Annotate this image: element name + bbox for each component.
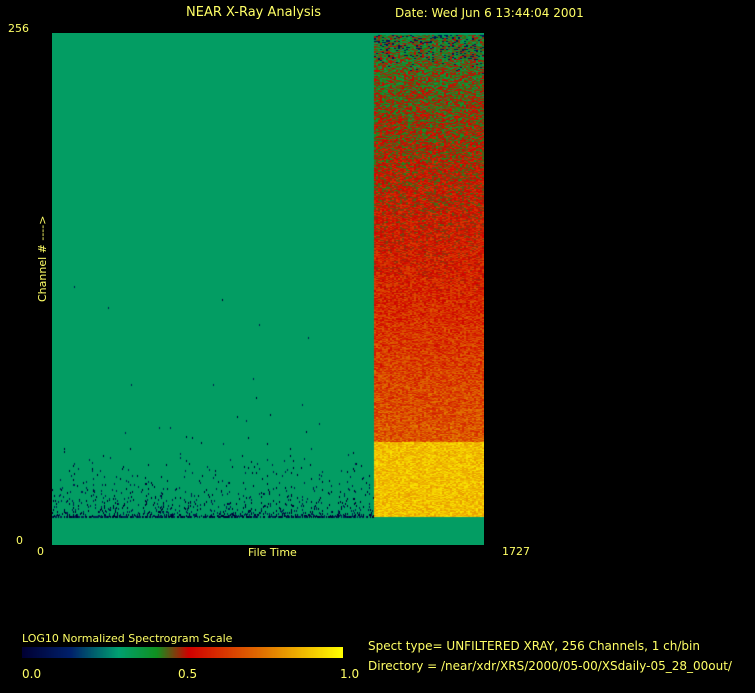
- y-tick-min: 0: [16, 534, 23, 547]
- colorbar-tick-0: 0.0: [22, 667, 42, 681]
- spectrogram-heatmap: [52, 33, 484, 545]
- x-tick-max: 1727: [502, 545, 530, 558]
- date-label: Date: Wed Jun 6 13:44:04 2001: [395, 6, 584, 20]
- x-axis-label: File Time: [248, 546, 297, 559]
- colorbar-title: LOG10 Normalized Spectrogram Scale: [22, 632, 233, 645]
- y-axis-label: Channel # ---->: [36, 215, 49, 302]
- x-tick-min: 0: [37, 545, 44, 558]
- directory-info: Directory = /near/xdr/XRS/2000/05-00/XSd…: [368, 659, 732, 673]
- y-tick-max: 256: [8, 22, 29, 35]
- colorbar: [22, 647, 343, 658]
- chart-title: NEAR X-Ray Analysis: [186, 5, 322, 20]
- colorbar-tick-05: 0.5: [178, 667, 198, 681]
- colorbar-tick-1: 1.0: [340, 667, 360, 681]
- spect-type-info: Spect type= UNFILTERED XRAY, 256 Channel…: [368, 639, 700, 653]
